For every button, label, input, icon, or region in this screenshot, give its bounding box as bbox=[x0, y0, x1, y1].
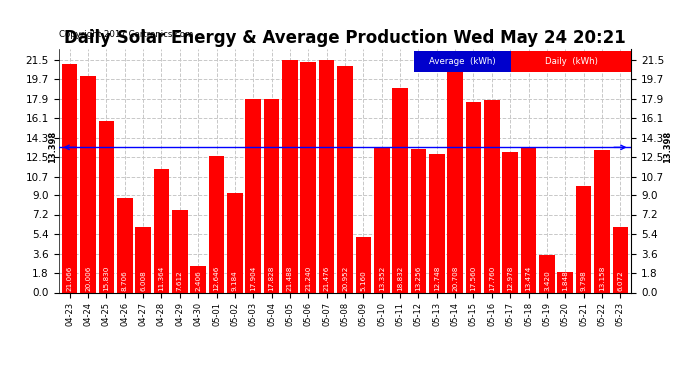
Text: 21.066: 21.066 bbox=[67, 266, 72, 291]
Text: 17.828: 17.828 bbox=[268, 266, 275, 291]
Bar bbox=[135, 227, 151, 292]
Bar bbox=[466, 102, 482, 292]
Bar bbox=[558, 273, 573, 292]
Bar bbox=[374, 148, 390, 292]
Text: 20.952: 20.952 bbox=[342, 266, 348, 291]
Text: 6.072: 6.072 bbox=[618, 271, 623, 291]
Text: 13.158: 13.158 bbox=[599, 266, 605, 291]
Text: 8.706: 8.706 bbox=[121, 271, 128, 291]
Text: 12.646: 12.646 bbox=[213, 266, 219, 291]
Bar bbox=[576, 186, 591, 292]
Bar bbox=[246, 99, 261, 292]
Bar bbox=[62, 64, 77, 292]
Text: 15.830: 15.830 bbox=[104, 266, 110, 291]
Bar bbox=[282, 60, 297, 292]
Bar bbox=[355, 237, 371, 292]
Text: 17.760: 17.760 bbox=[489, 266, 495, 291]
Text: 7.612: 7.612 bbox=[177, 271, 183, 291]
Text: 21.488: 21.488 bbox=[287, 266, 293, 291]
Bar bbox=[99, 121, 114, 292]
FancyBboxPatch shape bbox=[414, 51, 511, 72]
Text: Average  (kWh): Average (kWh) bbox=[429, 57, 495, 66]
Text: 13.256: 13.256 bbox=[415, 266, 422, 291]
Bar bbox=[594, 150, 610, 292]
Text: 18.832: 18.832 bbox=[397, 266, 403, 291]
Bar bbox=[502, 152, 518, 292]
Text: Copyright 2017 Cartronics.com: Copyright 2017 Cartronics.com bbox=[59, 30, 193, 39]
Bar bbox=[154, 170, 169, 292]
Text: 21.476: 21.476 bbox=[324, 266, 330, 291]
Text: 2.406: 2.406 bbox=[195, 271, 201, 291]
Bar bbox=[393, 88, 408, 292]
Bar bbox=[172, 210, 188, 292]
Bar bbox=[208, 156, 224, 292]
Bar bbox=[484, 100, 500, 292]
Text: 11.364: 11.364 bbox=[159, 266, 164, 291]
Text: 3.420: 3.420 bbox=[544, 271, 550, 291]
Text: 17.904: 17.904 bbox=[250, 266, 256, 291]
Bar bbox=[521, 147, 536, 292]
Bar bbox=[80, 76, 96, 292]
Text: 20.006: 20.006 bbox=[85, 266, 91, 291]
Bar bbox=[319, 60, 335, 292]
Text: Daily  (kWh): Daily (kWh) bbox=[545, 57, 598, 66]
Text: 12.748: 12.748 bbox=[434, 266, 440, 291]
Bar bbox=[300, 62, 316, 292]
Text: 21.240: 21.240 bbox=[305, 266, 311, 291]
Bar bbox=[613, 227, 628, 292]
Text: 9.184: 9.184 bbox=[232, 271, 238, 291]
Text: 17.560: 17.560 bbox=[471, 266, 477, 291]
Text: 13.474: 13.474 bbox=[526, 266, 531, 291]
Bar bbox=[190, 266, 206, 292]
Text: 13.398: 13.398 bbox=[663, 131, 672, 164]
Bar bbox=[337, 66, 353, 292]
Text: 6.008: 6.008 bbox=[140, 271, 146, 291]
Text: 12.978: 12.978 bbox=[507, 266, 513, 291]
Text: 5.160: 5.160 bbox=[360, 271, 366, 291]
Bar bbox=[411, 149, 426, 292]
Bar bbox=[117, 198, 132, 292]
FancyBboxPatch shape bbox=[511, 51, 631, 72]
Bar bbox=[429, 154, 444, 292]
Bar bbox=[264, 99, 279, 292]
Bar bbox=[539, 255, 555, 292]
Text: 20.708: 20.708 bbox=[452, 266, 458, 291]
Bar bbox=[227, 193, 243, 292]
Text: 13.398: 13.398 bbox=[48, 131, 57, 164]
Bar bbox=[447, 68, 463, 292]
Text: 9.798: 9.798 bbox=[580, 271, 586, 291]
Text: 1.848: 1.848 bbox=[562, 271, 569, 291]
Text: 13.352: 13.352 bbox=[379, 266, 385, 291]
Title: Daily Solar Energy & Average Production Wed May 24 20:21: Daily Solar Energy & Average Production … bbox=[64, 29, 626, 47]
